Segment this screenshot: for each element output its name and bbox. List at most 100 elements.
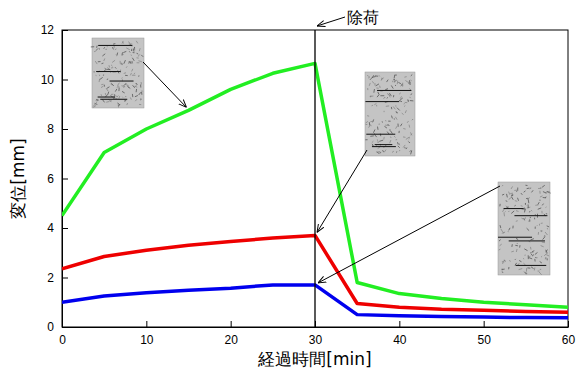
- image-texture: [367, 115, 369, 117]
- image-texture: [411, 151, 412, 155]
- image-texture: [124, 60, 126, 64]
- image-texture: [410, 80, 411, 82]
- image-texture: [544, 253, 547, 255]
- image-crack: [365, 101, 399, 102]
- image-texture: [389, 94, 390, 97]
- x-axis: 0102030405060: [59, 321, 575, 347]
- tick-label: 30: [309, 333, 323, 347]
- image-pointer: [317, 150, 367, 232]
- tick-label: 40: [393, 333, 407, 347]
- image-texture: [528, 204, 529, 208]
- image-texture: [378, 142, 379, 143]
- image-texture: [524, 209, 525, 211]
- image-texture: [387, 80, 389, 82]
- image-texture: [524, 209, 526, 213]
- image-texture: [135, 99, 137, 101]
- image-texture: [511, 251, 514, 253]
- image-texture: [134, 47, 135, 51]
- image-texture: [538, 232, 539, 235]
- image-texture: [370, 135, 373, 136]
- image-texture: [502, 269, 505, 270]
- specimen-image: [365, 72, 415, 156]
- image-texture: [139, 92, 141, 93]
- image-texture: [514, 205, 515, 207]
- image-texture: [140, 85, 141, 88]
- image-texture: [130, 97, 131, 99]
- specimen-image: [498, 182, 551, 275]
- image-texture: [111, 67, 113, 68]
- image-texture: [101, 63, 103, 65]
- image-texture: [521, 193, 522, 195]
- image-texture: [541, 246, 544, 247]
- image-texture: [117, 103, 119, 105]
- image-texture: [122, 91, 125, 93]
- image-texture: [408, 138, 409, 140]
- image-texture: [509, 192, 510, 195]
- image-texture: [104, 85, 105, 87]
- image-texture: [516, 210, 519, 212]
- image-texture: [135, 86, 138, 88]
- image-texture: [376, 84, 379, 86]
- image-texture: [366, 124, 368, 125]
- image-pointer: [143, 62, 187, 107]
- image-texture: [542, 185, 545, 187]
- image-texture: [391, 107, 392, 109]
- y-axis: 024681012: [41, 23, 68, 334]
- image-texture: [540, 261, 542, 262]
- image-texture: [542, 242, 545, 244]
- image-texture: [139, 48, 141, 51]
- image-texture: [379, 86, 380, 88]
- image-texture: [530, 247, 532, 250]
- image-texture: [544, 235, 545, 236]
- image-texture: [140, 99, 141, 101]
- image-texture: [516, 220, 518, 222]
- image-texture: [502, 194, 504, 196]
- tick-mark: [62, 278, 68, 279]
- image-texture: [127, 84, 128, 86]
- image-texture: [543, 197, 546, 198]
- image-texture: [371, 77, 374, 80]
- image-texture: [117, 96, 119, 97]
- image-texture: [525, 272, 527, 274]
- image-texture: [384, 97, 385, 98]
- image-texture: [545, 197, 547, 198]
- image-texture: [372, 144, 374, 145]
- image-texture: [366, 121, 368, 123]
- image-texture: [124, 72, 126, 74]
- image-texture: [535, 204, 538, 205]
- image-texture: [534, 259, 535, 262]
- image-texture: [524, 255, 525, 256]
- image-texture: [400, 96, 401, 98]
- image-texture: [376, 87, 378, 88]
- image-texture: [529, 211, 530, 212]
- plot-frame: [62, 30, 568, 327]
- image-texture: [528, 255, 529, 259]
- image-texture: [531, 210, 532, 211]
- image-texture: [141, 90, 143, 91]
- image-texture: [523, 218, 525, 220]
- image-texture: [388, 124, 390, 126]
- image-crack: [377, 90, 411, 91]
- image-texture: [388, 121, 390, 122]
- image-crack: [375, 144, 393, 145]
- image-texture: [405, 110, 406, 113]
- image-texture: [125, 96, 127, 98]
- image-texture: [93, 104, 95, 107]
- image-texture: [405, 102, 408, 103]
- image-texture: [126, 103, 128, 105]
- image-texture: [523, 258, 524, 260]
- image-texture: [116, 53, 118, 55]
- image-texture: [524, 249, 527, 251]
- image-texture: [370, 124, 372, 126]
- tick-mark: [62, 179, 68, 180]
- image-texture: [377, 151, 381, 153]
- image-texture: [113, 43, 115, 45]
- image-texture: [534, 268, 536, 271]
- image-texture: [406, 148, 408, 150]
- image-texture: [111, 94, 113, 95]
- image-texture: [121, 63, 122, 65]
- image-texture: [402, 83, 403, 87]
- image-texture: [369, 122, 370, 125]
- tick-mark: [62, 228, 68, 229]
- image-texture: [124, 101, 126, 102]
